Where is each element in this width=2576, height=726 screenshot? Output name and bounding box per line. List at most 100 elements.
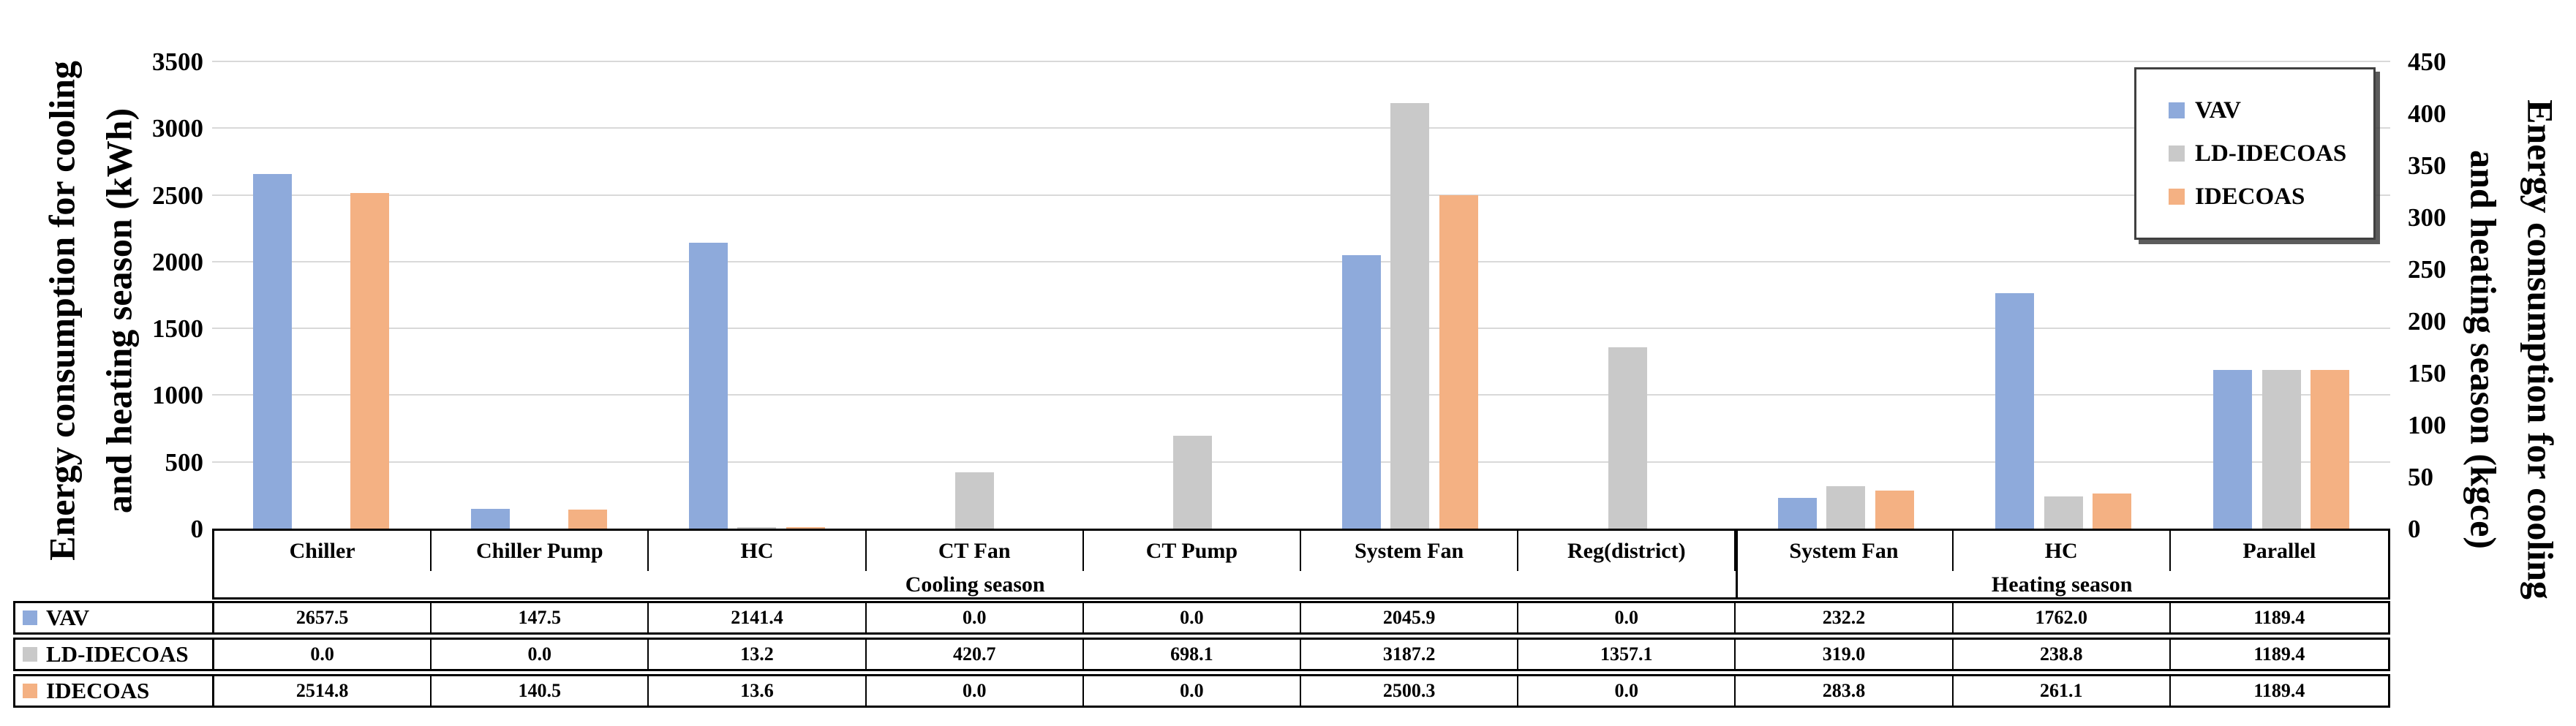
right-axis-tick-label: 450	[2408, 48, 2447, 76]
bar-idecoas	[2093, 494, 2132, 529]
right-axis-tick-label: 400	[2408, 99, 2447, 128]
table-value-cell: 0.0	[1084, 676, 1301, 706]
legend-label: LD-IDECOAS	[2195, 140, 2347, 167]
legend-swatch-ld-idecoas	[2169, 145, 2185, 162]
season-divider-line	[1736, 531, 1739, 597]
table-value-cell: 0.0	[1084, 603, 1301, 632]
legend-swatch-idecoas	[2169, 189, 2185, 205]
table-value-cell: 1762.0	[1954, 603, 2171, 632]
bar-vav	[1341, 255, 1381, 529]
row-swatch-ld-idecoas	[23, 647, 37, 662]
legend-entry: IDECOAS	[2169, 183, 2373, 210]
series-name: LD-IDECOAS	[46, 641, 189, 667]
bar-ld-idecoas	[1608, 347, 1648, 529]
bar-ld-idecoas	[1826, 485, 1865, 529]
right-axis-tick-label: 0	[2408, 515, 2421, 543]
table-value-cell: 238.8	[1954, 640, 2171, 669]
bar-vav	[470, 509, 510, 529]
table-row-label: LD-IDECOAS	[15, 640, 214, 669]
bar-ld-idecoas	[1172, 435, 1212, 529]
bar-idecoas	[786, 526, 825, 529]
left-axis-tick-label: 500	[165, 447, 204, 477]
gridline	[212, 461, 2390, 463]
table-value-cell: 420.7	[867, 640, 1084, 669]
right-axis-tick-label: 300	[2408, 203, 2447, 232]
bar-vav	[1777, 497, 1817, 529]
left-axis-tick-label: 1000	[152, 381, 203, 410]
bar-ld-idecoas	[2261, 369, 2301, 529]
gridline	[212, 328, 2390, 330]
left-axis-tick-label: 2500	[152, 181, 203, 210]
table-value-cell: 2514.8	[214, 676, 432, 706]
legend-entry: VAV	[2169, 97, 2373, 124]
table-value-cell: 1357.1	[1518, 640, 1736, 669]
bar-idecoas	[1439, 194, 1478, 529]
table-season-header: Heating season	[1991, 572, 2133, 597]
series-name: IDECOAS	[46, 678, 150, 703]
bar-vav	[688, 243, 728, 529]
legend-entry: LD-IDECOAS	[2169, 140, 2373, 167]
table-value-cell: 2657.5	[214, 603, 432, 632]
bar-idecoas	[568, 510, 607, 529]
table-value-cell: 0.0	[867, 676, 1084, 706]
table-column-header: System Fan	[1301, 531, 1519, 571]
gridline	[212, 394, 2390, 396]
bar-idecoas	[2311, 369, 2350, 529]
table-value-cell: 319.0	[1736, 640, 1954, 669]
table-column-header: Parallel	[2242, 538, 2316, 563]
table-value-cell: 0.0	[432, 640, 649, 669]
table-column-header: CT Pump	[1084, 531, 1301, 571]
gridline	[212, 127, 2390, 129]
table-value-cell: 2045.9	[1301, 603, 1519, 632]
gridline	[212, 61, 2390, 62]
table-row-label: IDECOAS	[15, 676, 214, 706]
table-value-cell: 2500.3	[1301, 676, 1519, 706]
bar-idecoas	[1875, 491, 1914, 529]
row-swatch-idecoas	[23, 684, 37, 698]
table-value-cell: 140.5	[432, 676, 649, 706]
legend-label: VAV	[2195, 97, 2241, 124]
table-column-header: HC	[649, 531, 867, 571]
table-value-cell: 1189.4	[2253, 680, 2305, 701]
table-value-cell: 0.0	[1518, 676, 1736, 706]
table-column-header: Chiller	[214, 531, 432, 571]
table-value-cell: 0.0	[1518, 603, 1736, 632]
right-axis-tick-label: 350	[2408, 151, 2447, 180]
bar-vav	[1995, 293, 2035, 529]
table-value-cell: 3187.2	[1301, 640, 1519, 669]
left-axis-tick-label: 2000	[152, 247, 203, 276]
table-season-row: Cooling season Heating season	[214, 571, 2388, 598]
bar-idecoas	[350, 192, 389, 529]
right-axis-tick-label: 150	[2408, 359, 2447, 387]
bar-vav	[2213, 369, 2253, 529]
table-row-label: VAV	[15, 603, 214, 632]
bar-ld-idecoas	[2044, 496, 2083, 529]
legend: VAV LD-IDECOAS IDECOAS	[2134, 67, 2376, 240]
row-swatch-vav	[23, 610, 37, 625]
table-category-row: Chiller Chiller Pump HC CT Fan CT Pump System…	[214, 531, 2388, 571]
bar-ld-idecoas	[954, 472, 994, 529]
table-value-cell: 1189.4	[2253, 643, 2305, 665]
bar-ld-idecoas	[737, 526, 776, 529]
table-value-cell: 13.2	[649, 640, 867, 669]
gridline	[212, 194, 2390, 196]
table-value-cell: 2141.4	[649, 603, 867, 632]
table-column-header: HC	[1954, 531, 2171, 571]
table-value-cell: 1189.4	[2253, 607, 2305, 628]
bar-ld-idecoas	[1390, 103, 1430, 529]
table-value-cell: 13.6	[649, 676, 867, 706]
table-column-header: System Fan	[1736, 531, 1954, 571]
legend-label: IDECOAS	[2195, 183, 2305, 210]
table-value-cell: 698.1	[1084, 640, 1301, 669]
left-axis-tick-label: 3000	[152, 114, 203, 143]
gridline	[212, 260, 2390, 262]
right-axis-tick-label: 50	[2408, 463, 2433, 491]
table-value-cell: 0.0	[867, 603, 1084, 632]
table-season-header: Cooling season	[905, 572, 1045, 597]
table-category-header: Chiller Chiller Pump HC CT Fan CT Pump System…	[212, 529, 2390, 600]
legend-swatch-vav	[2169, 102, 2185, 118]
right-axis-tick-label: 200	[2408, 307, 2447, 336]
table-value-cell: 261.1	[1954, 676, 2171, 706]
